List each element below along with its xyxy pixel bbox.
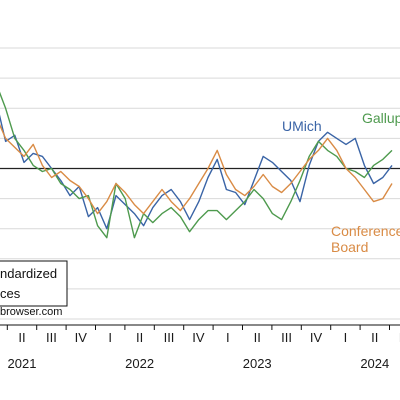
series-lines: [0, 91, 393, 239]
quarter-label: III: [46, 330, 57, 345]
series-line-conference-board: [0, 123, 393, 215]
quarter-label: IV: [310, 330, 323, 345]
legend-box: ndardized ces: [0, 260, 68, 307]
series-label-conference-board-line1: Conference: [331, 223, 400, 239]
series-line-gallup: [0, 91, 393, 239]
quarter-label: II: [254, 330, 261, 345]
year-label: 2021: [8, 356, 37, 371]
quarter-label: IV: [192, 330, 205, 345]
x-axis: IIIIIIIVIIIIIIIVIIIIIIIVIIIIIIIV20212022…: [0, 324, 400, 371]
series-label-gallup: Gallup: [362, 110, 400, 126]
series-label-umich: UMich: [282, 118, 322, 134]
quarter-label: II: [136, 330, 143, 345]
year-label: 2022: [125, 356, 154, 371]
year-label: 2023: [243, 356, 272, 371]
quarter-label: II: [18, 330, 25, 345]
quarter-label: III: [399, 330, 400, 345]
source-text: browser.com: [0, 306, 62, 318]
legend-line-2: ces: [0, 286, 21, 301]
quarter-label: I: [226, 330, 230, 345]
series-label-conference-board-line2: Board: [331, 239, 368, 255]
quarter-label: I: [344, 330, 348, 345]
quarter-label: II: [371, 330, 378, 345]
quarter-label: III: [281, 330, 292, 345]
year-label: 2024: [360, 356, 389, 371]
series-line-umich: [0, 114, 393, 230]
quarter-label: I: [108, 330, 112, 345]
quarter-label: IV: [75, 330, 88, 345]
legend-line-1: ndardized: [0, 266, 57, 281]
quarter-label: III: [164, 330, 175, 345]
